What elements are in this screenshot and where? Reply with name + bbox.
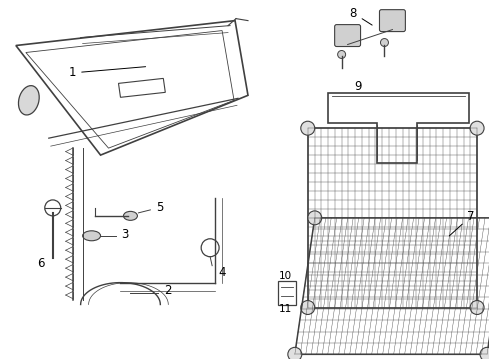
Text: 6: 6 xyxy=(37,257,45,270)
Text: 3: 3 xyxy=(122,228,129,241)
Text: 8: 8 xyxy=(349,6,372,25)
Ellipse shape xyxy=(123,211,137,220)
Text: 5: 5 xyxy=(156,201,164,215)
Circle shape xyxy=(288,347,302,360)
Circle shape xyxy=(301,121,315,135)
Text: 9: 9 xyxy=(354,80,361,93)
Text: 11: 11 xyxy=(279,303,293,314)
Text: 4: 4 xyxy=(219,266,226,279)
Text: 1: 1 xyxy=(69,66,146,80)
Circle shape xyxy=(338,50,345,58)
Circle shape xyxy=(470,121,484,135)
Text: 10: 10 xyxy=(279,271,293,281)
Circle shape xyxy=(308,211,322,225)
FancyBboxPatch shape xyxy=(335,24,361,46)
FancyBboxPatch shape xyxy=(379,10,405,32)
Text: 7: 7 xyxy=(449,210,475,236)
Circle shape xyxy=(380,39,389,46)
Ellipse shape xyxy=(83,231,100,241)
Circle shape xyxy=(470,301,484,315)
Circle shape xyxy=(480,347,490,360)
Text: 2: 2 xyxy=(164,284,172,297)
Circle shape xyxy=(301,301,315,315)
Ellipse shape xyxy=(19,86,39,115)
